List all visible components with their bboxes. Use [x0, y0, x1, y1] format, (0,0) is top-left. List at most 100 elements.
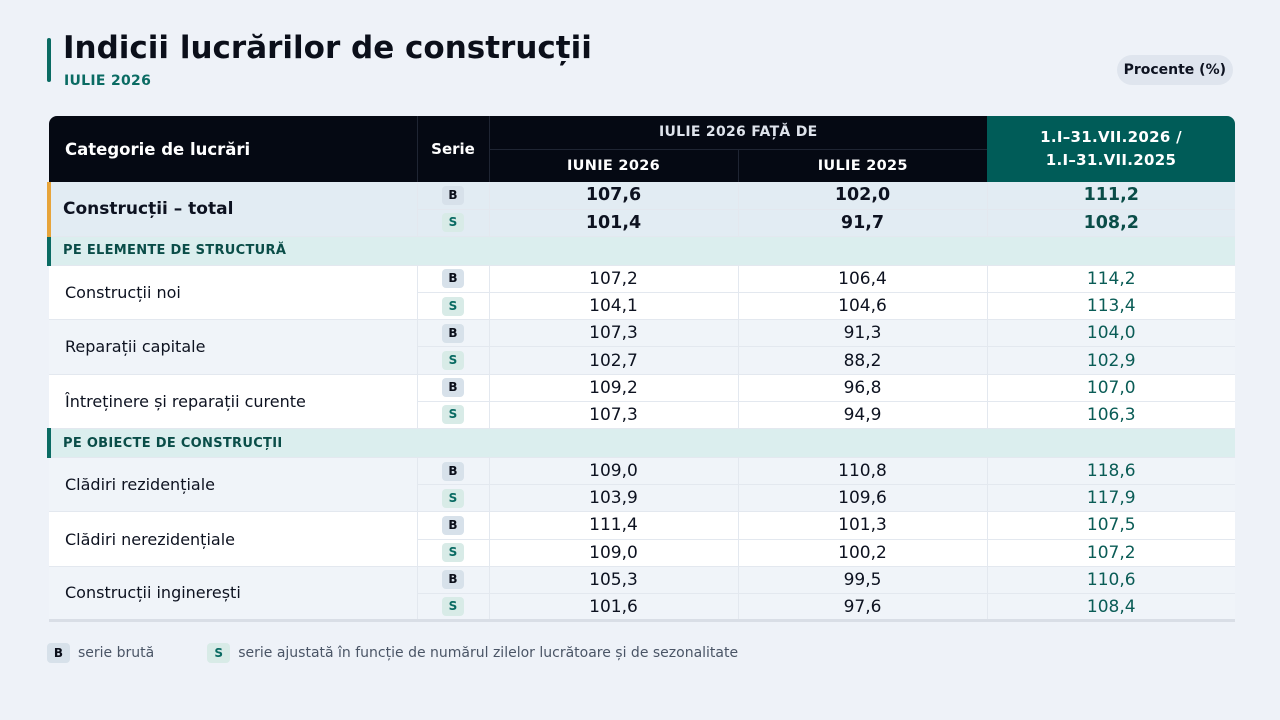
value-prev-year: 109,6: [737, 484, 988, 513]
value-cumulative: 108,2: [986, 209, 1236, 237]
value-prev-year: 96,8: [737, 374, 988, 402]
value-cumulative: 106,3: [986, 401, 1236, 430]
section-title: PE ELEMENTE DE STRUCTURĂ: [46, 236, 1236, 266]
value-prev-month: 105,3: [488, 566, 738, 594]
table-row: S 103,9 109,6 117,9: [49, 484, 1236, 513]
value-prev-month: 104,1: [488, 292, 738, 321]
row-label: Întreținere și reparații curente: [49, 374, 417, 430]
legend-tag-b: B: [47, 643, 70, 663]
value-prev-month: 107,6: [488, 182, 738, 210]
table-row: Construcții – total B 107,6 102,0 111,2: [47, 182, 1236, 237]
value-prev-month: 107,3: [488, 319, 738, 348]
value-prev-month: 109,2: [488, 374, 738, 402]
value-prev-year: 91,3: [737, 319, 988, 348]
serie-tag-s: S: [442, 351, 464, 371]
value-prev-month: 101,4: [488, 209, 738, 237]
value-prev-year: 102,0: [737, 182, 988, 210]
table-row: S 102,7 88,2 102,9: [49, 346, 1236, 375]
legend: B serie brută S serie ajustată în funcți…: [47, 643, 791, 663]
value-prev-year: 106,4: [737, 265, 988, 294]
header-category: Categorie de lucrări: [49, 116, 417, 182]
value-cumulative: 107,5: [986, 511, 1236, 540]
row-label: Clădiri nerezidențiale: [49, 511, 417, 567]
serie-tag-b: B: [442, 185, 464, 205]
header-cumulative-line1: 1.I–31.VII.2026 /: [1040, 128, 1182, 146]
row-label: Reparații capitale: [49, 319, 417, 375]
legend-item-s: S serie ajustată în funcție de numărul z…: [207, 643, 738, 663]
value-prev-month: 107,3: [488, 401, 738, 430]
value-prev-year: 104,6: [737, 292, 988, 321]
value-prev-year: 99,5: [737, 566, 988, 594]
table-row: Construcții noi B 107,2 106,4 114,2: [49, 265, 1236, 321]
value-cumulative: 107,2: [986, 539, 1236, 567]
serie-tag-s: S: [442, 543, 464, 563]
value-prev-month: 107,2: [488, 265, 738, 294]
serie-tag-s: S: [442, 488, 464, 508]
value-prev-year: 110,8: [737, 457, 988, 486]
value-prev-month: 101,6: [488, 593, 738, 623]
row-label-total: Construcții – total: [47, 182, 417, 237]
section-header-structure: PE ELEMENTE DE STRUCTURĂ: [46, 236, 1236, 266]
value-prev-year: 88,2: [737, 346, 988, 375]
header-group-july: IULIE 2026 FAȚĂ DE: [488, 116, 988, 150]
value-prev-year: 94,9: [737, 401, 988, 430]
header-serie: Serie: [416, 116, 489, 182]
indices-table: Categorie de lucrări Serie IULIE 2026 FA…: [46, 116, 1236, 623]
value-cumulative: 107,0: [986, 374, 1236, 402]
value-prev-month: 111,4: [488, 511, 738, 540]
value-cumulative: 117,9: [986, 484, 1236, 513]
serie-tag-b: B: [442, 323, 464, 343]
value-cumulative: 110,6: [986, 566, 1236, 594]
value-cumulative: 104,0: [986, 319, 1236, 348]
row-label: Clădiri rezidențiale: [49, 457, 417, 513]
table-row: Clădiri nerezidențiale B 111,4 101,3 107…: [49, 511, 1236, 567]
table-row: S 101,4 91,7 108,2: [49, 209, 1236, 237]
page-title: Indicii lucrărilor de construcții: [63, 30, 592, 66]
header-cumulative: 1.I–31.VII.2026 / 1.I–31.VII.2025: [987, 116, 1236, 182]
header-prev-year: IULIE 2025: [737, 149, 988, 182]
value-cumulative: 118,6: [986, 457, 1236, 486]
value-prev-month: 109,0: [488, 539, 738, 567]
value-prev-year: 100,2: [737, 539, 988, 567]
header-prev-month: IUNIE 2026: [488, 149, 738, 182]
value-prev-month: 102,7: [488, 346, 738, 375]
serie-tag-b: B: [442, 570, 464, 590]
table-row: S 104,1 104,6 113,4: [49, 292, 1236, 321]
value-prev-month: 103,9: [488, 484, 738, 513]
section-title: PE OBIECTE DE CONSTRUCȚII: [46, 428, 1236, 458]
title-accent-bar: [47, 38, 51, 82]
serie-tag-s: S: [442, 213, 464, 233]
page-subtitle: IULIE 2026: [64, 73, 152, 89]
serie-tag-b: B: [442, 461, 464, 481]
table-row: S 101,6 97,6 108,4: [49, 593, 1236, 623]
value-cumulative: 111,2: [986, 182, 1236, 210]
table-row: S 109,0 100,2 107,2: [49, 539, 1236, 567]
section-header-objects: PE OBIECTE DE CONSTRUCȚII: [46, 428, 1236, 458]
table-row: S 107,3 94,9 106,3: [49, 401, 1236, 430]
legend-text-s: serie ajustată în funcție de numărul zil…: [238, 645, 739, 661]
value-cumulative: 108,4: [986, 593, 1236, 623]
legend-item-b: B serie brută: [47, 643, 154, 663]
value-prev-month: 109,0: [488, 457, 738, 486]
serie-tag-s: S: [442, 597, 464, 617]
serie-tag-s: S: [442, 296, 464, 316]
value-cumulative: 102,9: [986, 346, 1236, 375]
value-cumulative: 114,2: [986, 265, 1236, 294]
value-prev-year: 101,3: [737, 511, 988, 540]
legend-text-b: serie brută: [78, 645, 155, 661]
serie-tag-b: B: [442, 378, 464, 398]
row-label: Construcții inginerești: [49, 566, 417, 623]
serie-tag-s: S: [442, 405, 464, 425]
value-prev-year: 91,7: [737, 209, 988, 237]
legend-tag-s: S: [207, 643, 231, 663]
table-row: Reparații capitale B 107,3 91,3 104,0: [49, 319, 1236, 375]
header-cumulative-line2: 1.I–31.VII.2025: [1045, 151, 1177, 169]
value-prev-year: 97,6: [737, 593, 988, 623]
table-row: Construcții inginerești B 105,3 99,5 110…: [49, 566, 1236, 623]
row-label: Construcții noi: [49, 265, 417, 321]
serie-tag-b: B: [442, 515, 464, 535]
table-row: Întreținere și reparații curente B 109,2…: [49, 374, 1236, 430]
table-row: Clădiri rezidențiale B 109,0 110,8 118,6: [49, 457, 1236, 513]
units-badge: Procente (%): [1116, 55, 1233, 85]
value-cumulative: 113,4: [986, 292, 1236, 321]
